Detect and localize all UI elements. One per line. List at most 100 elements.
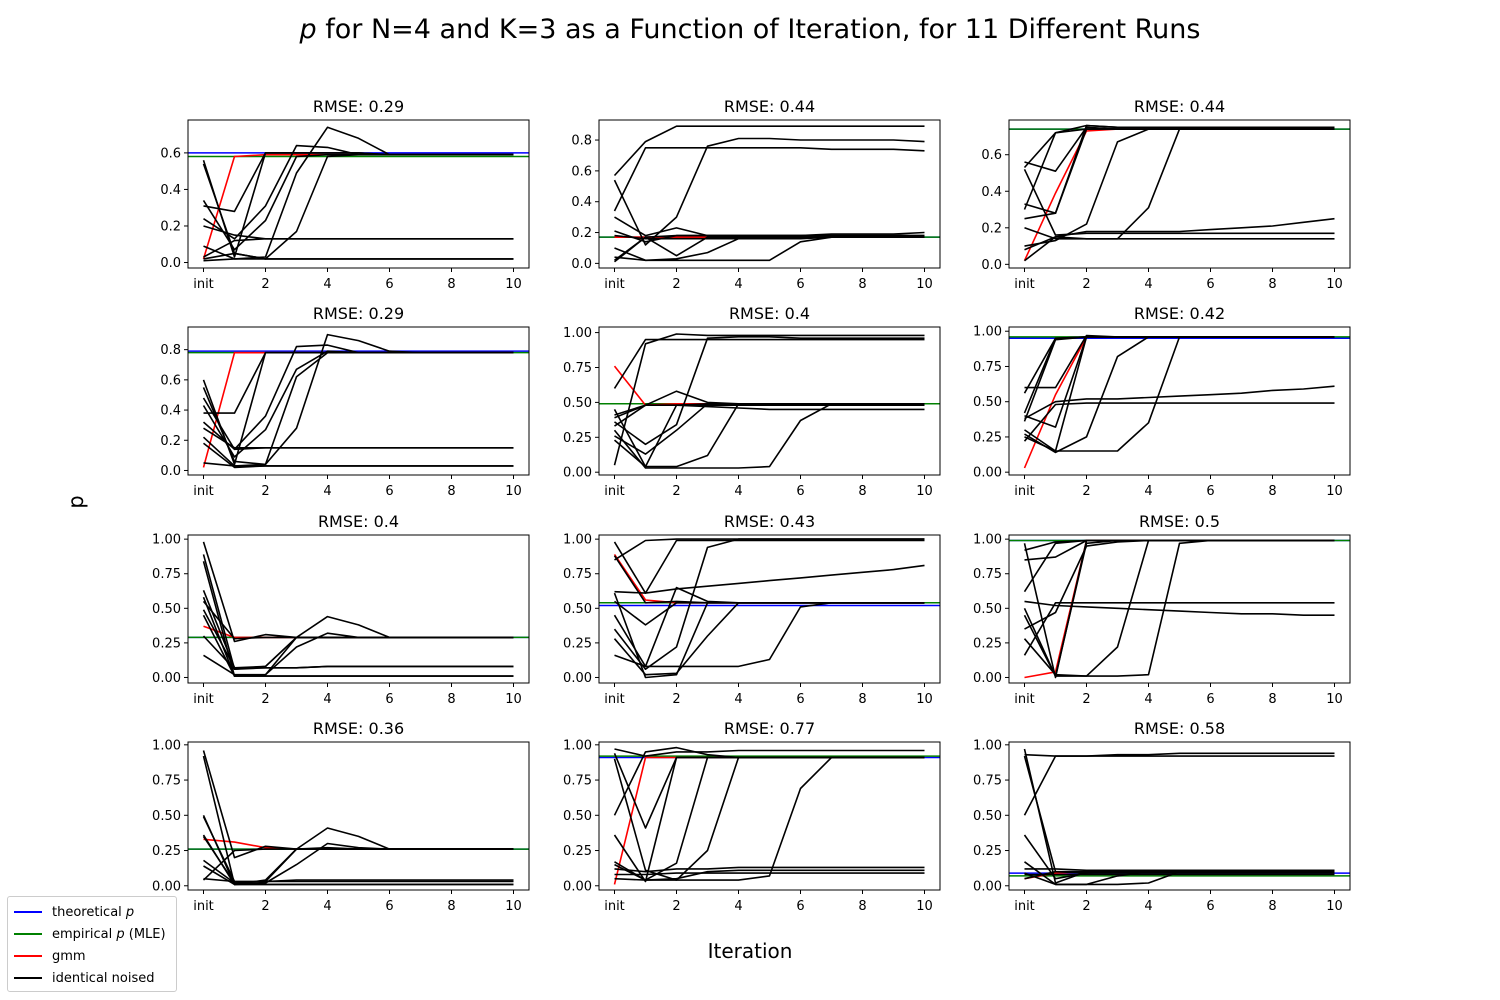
x-tick-label: 10 [505,899,522,914]
plot-area [599,125,940,263]
x-tick-label: 10 [505,692,522,707]
noised-run-line [202,848,514,881]
gmm-series-line [613,553,925,604]
subplot-2: RMSE: 0.44 0.0 0.2 0.4 0.6 0.8 init 2 4 6 8 10 [571,97,941,292]
noised-run-line [203,865,514,886]
y-tick-label: 0.00 [152,879,181,894]
x-tick-label: 4 [734,899,742,914]
noised-run-line [614,404,925,416]
noised-run-line [202,835,514,884]
y-tick-label: 0.4 [160,183,181,198]
x-tick-label: 2 [1082,484,1090,499]
x-tick-label: 2 [672,277,680,292]
subplot-title: RMSE: 0.44 [1134,97,1225,116]
noised-run-line [614,236,925,262]
x-tick-label: init [193,899,214,914]
noised-run-line [1024,539,1335,551]
x-tick-label: 8 [858,277,866,292]
x-tick-label: 4 [323,484,331,499]
subplot-3: RMSE: 0.44 0.0 0.2 0.4 0.6 init 2 4 6 8 10 [981,97,1351,292]
x-tick-label: 10 [916,277,933,292]
y-tick-label: 0.2 [160,434,181,449]
subplot-7: RMSE: 0.4 0.00 0.25 0.50 0.75 1.00 init 2 4 6 8 10 [152,512,530,707]
y-tick-label: 0.00 [973,466,1002,481]
y-tick-label: 1.00 [563,738,592,753]
subplot-frame [187,534,530,684]
x-tick-label: 2 [672,484,680,499]
noised-run-line [1023,602,1335,656]
noised-run-line [1024,126,1335,172]
y-tick-label: 0.75 [563,567,592,582]
x-tick-label: 8 [1268,692,1276,707]
x-tick-label: 6 [385,484,393,499]
noised-run-line [1024,600,1335,616]
noised-run-line [1024,217,1335,262]
x-tick-label: 10 [1326,484,1343,499]
x-tick-label: 2 [672,692,680,707]
noised-run-line [1024,868,1335,872]
y-tick-label: 0.75 [152,567,181,582]
x-tick-label: 2 [261,692,269,707]
y-tick-label: 0.0 [981,258,1002,273]
legend-label-gmm: gmm [52,948,86,964]
y-tick-label: 0.4 [981,185,1002,200]
noised-run-line [203,144,514,240]
noised-run-line [613,147,925,212]
y-tick-label: 0.00 [563,466,592,481]
legend-line-noised [14,977,42,979]
noised-run-line [202,561,514,677]
noised-run-line [203,225,514,240]
y-tick-label: 0.25 [973,430,1002,445]
y-tick-label: 0.2 [571,226,592,241]
plot-area [599,746,940,885]
subplot-4: RMSE: 0.29 0.0 0.2 0.4 0.6 0.8 init 2 4 6 8 10 [160,304,530,499]
subplot-12: RMSE: 0.58 0.00 0.25 0.50 0.75 1.00 init 2 4 6 8 10 [973,719,1351,914]
x-tick-label: 2 [1082,692,1090,707]
noised-run-line [203,848,514,884]
subplot-frame [598,326,941,476]
plot-area [599,333,940,469]
legend-line-gmm [14,955,42,957]
y-tick-label: 1.00 [973,533,1002,548]
x-axis-label: Iteration [707,939,793,963]
x-tick-label: 6 [796,277,804,292]
y-tick-label: 1.00 [563,533,592,548]
noised-run-line [1024,128,1335,220]
y-tick-label: 0.00 [973,879,1002,894]
noised-run-line [613,555,925,604]
x-tick-label: 2 [261,277,269,292]
noised-run-line [1023,755,1335,816]
plot-area [1009,124,1350,262]
x-tick-label: 6 [796,899,804,914]
y-tick-label: 0.0 [160,256,181,271]
noised-run-line [613,137,925,246]
subplot-title: RMSE: 0.58 [1134,719,1225,738]
noised-run-line [614,586,925,668]
x-tick-label: init [1014,484,1035,499]
subplot-title: RMSE: 0.36 [313,719,404,738]
y-tick-label: 0.8 [571,134,592,149]
x-tick-label: 4 [1144,484,1152,499]
y-tick-label: 0.0 [571,257,592,272]
noised-run-line [202,635,514,670]
noised-run-line [614,234,925,240]
x-tick-label: init [1014,692,1035,707]
noised-run-line [1023,168,1335,236]
noised-run-line [614,234,925,261]
x-tick-label: 4 [1144,277,1152,292]
y-tick-label: 0.2 [160,219,181,234]
noised-run-line [614,404,925,427]
noised-run-line [614,748,925,757]
x-tick-label: 2 [261,484,269,499]
y-tick-label: 0.6 [981,148,1002,163]
plot-area [188,333,529,469]
x-tick-label: init [604,484,625,499]
y-tick-label: 0.25 [152,844,181,859]
x-tick-label: 4 [1144,692,1152,707]
noised-run-line [1024,336,1335,452]
y-tick-label: 0.75 [563,361,592,376]
subplot-6: RMSE: 0.42 0.00 0.25 0.50 0.75 1.00 init 2 4 6 8 10 [973,304,1351,499]
noised-run-line [613,756,925,881]
x-tick-label: 4 [323,692,331,707]
